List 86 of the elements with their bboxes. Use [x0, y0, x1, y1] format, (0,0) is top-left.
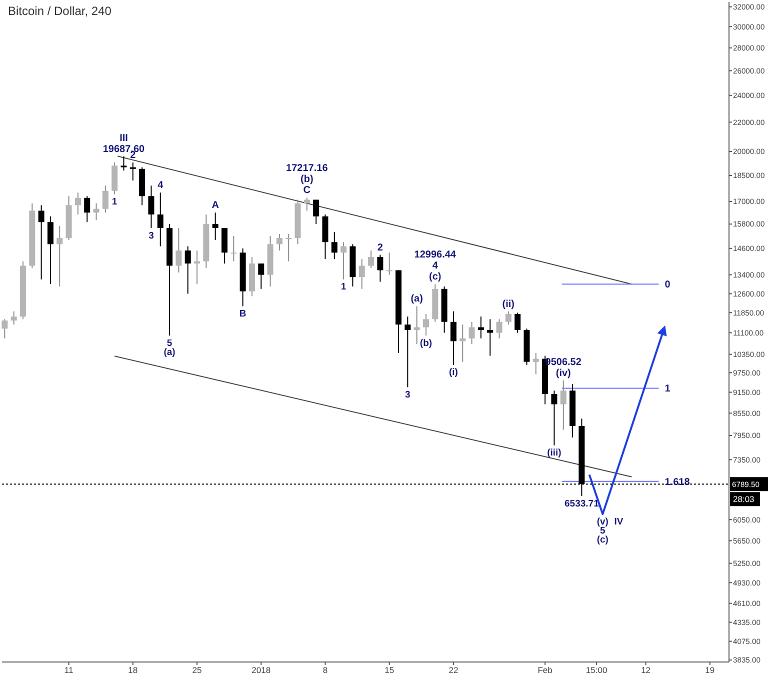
annotation: A: [212, 200, 219, 212]
x-tick-label: 12: [641, 665, 651, 675]
candlestick: [10, 310, 17, 326]
candlestick: [414, 306, 420, 345]
annotation: B: [239, 308, 246, 320]
candlestick: [304, 197, 310, 212]
annotation: 4: [432, 260, 438, 272]
candlestick: [47, 216, 54, 285]
x-tick-label: 22: [448, 665, 458, 675]
candlestick: [404, 316, 411, 388]
annotation: (b): [420, 338, 432, 349]
candlestick: [2, 318, 8, 339]
annotation: 3: [405, 390, 410, 401]
annotation: 1.618: [664, 476, 690, 488]
x-tick-label: 8: [322, 665, 328, 675]
candlestick: [130, 162, 136, 182]
candlestick: [514, 312, 521, 334]
annotation: 1: [340, 282, 347, 293]
candlestick: [450, 310, 456, 366]
candlestick: [74, 192, 81, 215]
chart-title: Bitcoin / Dollar, 240: [8, 4, 112, 18]
candlestick: [184, 246, 191, 294]
annotation: 12996.44: [414, 250, 456, 261]
candlestick: [560, 380, 566, 430]
x-tick-label: 2018: [252, 665, 271, 675]
candlestick: [313, 199, 320, 225]
candlestick: [386, 252, 392, 276]
candlestick: [176, 227, 182, 273]
annotation: (c): [596, 534, 608, 546]
annotation: 5: [600, 525, 606, 536]
text: 28:03: [733, 494, 755, 504]
annotation: (c): [429, 272, 442, 283]
candlestick: [358, 258, 365, 290]
annotation: 2: [377, 242, 384, 254]
annotation: (ii): [502, 298, 515, 310]
annotation: III: [120, 132, 128, 144]
candlestick: [286, 233, 292, 262]
candlestick: [422, 313, 429, 336]
x-tick-label: Feb: [538, 665, 553, 675]
annotation: 3: [148, 230, 154, 242]
annotation: (a): [164, 346, 176, 358]
annotation: IV: [614, 516, 624, 528]
candlestick: [487, 318, 494, 356]
candlestick: [496, 318, 502, 339]
candlestick: [56, 226, 63, 287]
x-tick-label: 15: [384, 665, 394, 675]
candlestick: [478, 316, 484, 339]
candlestick: [38, 204, 44, 280]
annotation: (i): [448, 367, 458, 378]
annotation: 6533.71: [564, 498, 600, 510]
candlestick: [230, 235, 237, 262]
candlestick: [331, 231, 338, 260]
annotation: 1: [112, 196, 118, 208]
annotation: C: [303, 185, 311, 196]
annotation: 0: [664, 280, 671, 291]
candlestick: [194, 250, 200, 285]
annotation: 1: [664, 384, 671, 395]
candlestick: [93, 202, 100, 221]
candlestick: [377, 254, 384, 282]
x-tick-label: 25: [192, 665, 202, 675]
candlestick: [505, 310, 512, 326]
x-tick-label: 18: [128, 665, 138, 675]
annotation: (v): [596, 516, 608, 528]
candlestick: [551, 390, 558, 446]
annotation: (iv): [556, 368, 571, 379]
annotation: 4: [158, 180, 164, 192]
annotation: 5: [166, 338, 173, 349]
x-tick-label: 19: [705, 665, 715, 675]
annotation: (iii): [547, 448, 562, 459]
candlestick: [120, 156, 127, 172]
candlestick: [532, 352, 539, 375]
candlestick: [157, 192, 164, 247]
candlestick: [102, 185, 108, 214]
candlestick: [148, 185, 154, 228]
x-tick-label: 15:00: [586, 665, 608, 675]
annotation: (b): [300, 174, 314, 186]
x-tick-label: 11: [64, 665, 74, 675]
candlestick: [368, 250, 374, 268]
candlestick: [276, 233, 282, 251]
candlestick: [258, 263, 264, 290]
annotation: 17217.16: [286, 163, 328, 174]
candlestick: [84, 196, 90, 223]
candlestick: [340, 242, 347, 280]
candlestick: [468, 321, 475, 345]
annotation: (a): [410, 294, 423, 305]
candlestick: [212, 212, 218, 241]
